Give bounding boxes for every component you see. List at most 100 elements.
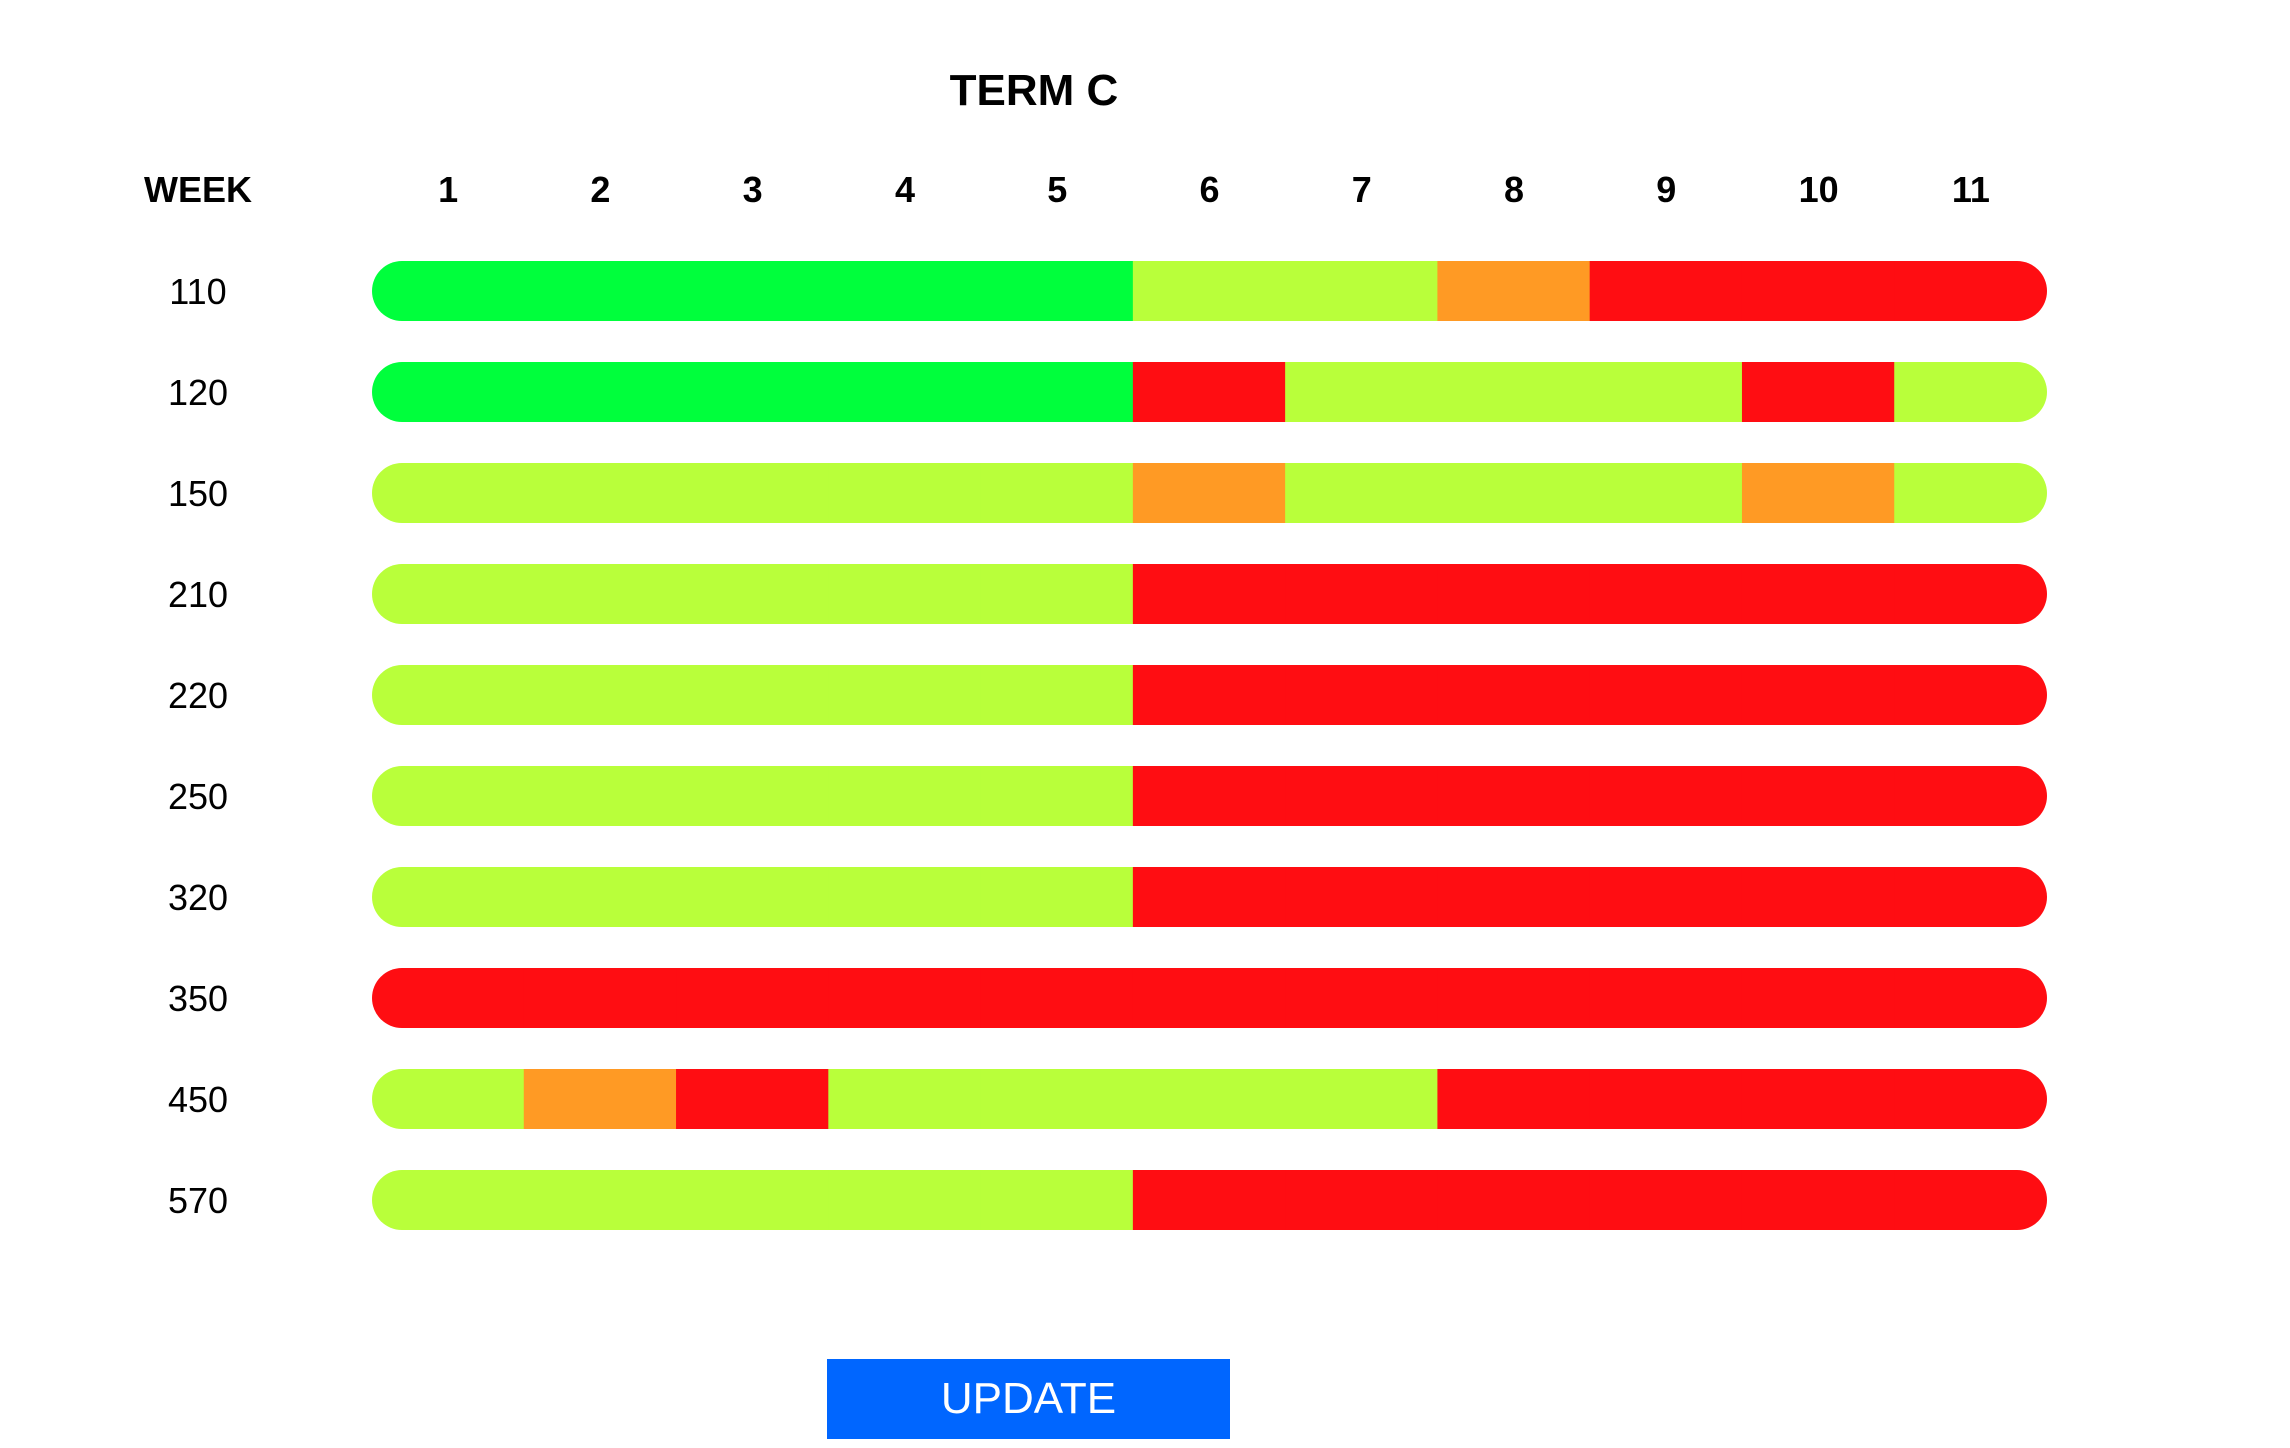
cell-120-week-7 [1285,362,1439,422]
cell-250-week-10 [1741,766,1896,826]
row-label-320: 320 [168,877,228,918]
cell-150-week-2 [523,463,678,523]
status-row-450 [372,1069,2047,1129]
cell-110-week-11 [1894,261,2047,321]
cell-320-week-8 [1437,867,1591,927]
cell-570-week-8 [1437,1170,1591,1230]
cell-220-week-8 [1437,665,1591,725]
cell-570-week-6 [1132,1170,1287,1230]
cell-320-week-4 [828,867,982,927]
cell-250-week-8 [1437,766,1591,826]
cell-450-week-7 [1285,1069,1439,1129]
status-row-120 [372,362,2047,422]
row-label-120: 120 [168,372,228,413]
cell-220-week-7 [1285,665,1439,725]
status-row-250 [372,766,2047,826]
cell-110-week-5 [980,261,1134,321]
cell-350-week-9 [1589,968,1743,1028]
cell-570-week-2 [523,1170,678,1230]
cell-350-week-3 [676,968,830,1028]
status-row-210 [372,564,2047,624]
cell-320-week-1 [372,867,525,927]
cell-450-week-6 [1132,1069,1287,1129]
cell-210-week-11 [1894,564,2047,624]
cell-250-week-1 [372,766,525,826]
cell-320-week-7 [1285,867,1439,927]
cell-210-week-1 [372,564,525,624]
cell-320-week-6 [1132,867,1287,927]
cell-220-week-4 [828,665,982,725]
cell-350-week-11 [1894,968,2047,1028]
cell-250-week-3 [676,766,830,826]
cell-210-week-6 [1132,564,1287,624]
cell-450-week-10 [1741,1069,1896,1129]
chart-title: TERM C [950,66,1119,115]
cell-220-week-10 [1741,665,1896,725]
cell-110-week-1 [372,261,525,321]
cell-150-week-4 [828,463,982,523]
cell-220-week-6 [1132,665,1287,725]
cell-350-week-6 [1132,968,1287,1028]
row-label-210: 210 [168,574,228,615]
cell-110-week-8 [1437,261,1591,321]
cell-570-week-5 [980,1170,1134,1230]
status-bars [372,261,2047,1230]
status-row-320 [372,867,2047,927]
cell-120-week-10 [1741,362,1896,422]
cell-450-week-1 [372,1069,525,1129]
cell-150-week-6 [1132,463,1287,523]
cell-450-week-5 [980,1069,1134,1129]
cell-120-week-3 [676,362,830,422]
cell-210-week-8 [1437,564,1591,624]
week-tick-6: 6 [1199,169,1219,210]
cell-450-week-8 [1437,1069,1591,1129]
cell-570-week-3 [676,1170,830,1230]
cell-120-week-1 [372,362,525,422]
week-tick-4: 4 [895,169,915,210]
row-label-110: 110 [169,271,226,312]
status-row-110 [372,261,2047,321]
cell-220-week-1 [372,665,525,725]
cell-110-week-2 [523,261,678,321]
row-label-150: 150 [168,473,228,514]
cell-450-week-4 [828,1069,982,1129]
cell-250-week-9 [1589,766,1743,826]
cell-150-week-8 [1437,463,1591,523]
row-labels: 110 120 150 210 220 250 320 350 450 570 [168,271,228,1221]
cell-350-week-4 [828,968,982,1028]
cell-150-week-10 [1741,463,1896,523]
cell-150-week-1 [372,463,525,523]
update-button[interactable]: UPDATE [827,1359,1230,1439]
row-label-570: 570 [168,1180,228,1221]
cell-110-week-9 [1589,261,1743,321]
cell-120-week-4 [828,362,982,422]
cell-110-week-10 [1741,261,1896,321]
week-tick-3: 3 [743,169,763,210]
cell-210-week-3 [676,564,830,624]
cell-450-week-2 [523,1069,678,1129]
status-row-220 [372,665,2047,725]
cell-110-week-6 [1132,261,1287,321]
status-row-350 [372,968,2047,1028]
cell-570-week-7 [1285,1170,1439,1230]
week-tick-5: 5 [1047,169,1067,210]
cell-120-week-2 [523,362,678,422]
cell-570-week-11 [1894,1170,2047,1230]
cell-150-week-9 [1589,463,1743,523]
cell-250-week-4 [828,766,982,826]
cell-320-week-10 [1741,867,1896,927]
cell-110-week-4 [828,261,982,321]
cell-320-week-3 [676,867,830,927]
cell-220-week-3 [676,665,830,725]
week-tick-11: 11 [1952,169,1990,210]
week-tick-10: 10 [1799,169,1839,210]
cell-220-week-11 [1894,665,2047,725]
status-row-150 [372,463,2047,523]
week-tick-8: 8 [1504,169,1524,210]
week-header: WEEK [144,169,252,210]
cell-250-week-2 [523,766,678,826]
cell-150-week-11 [1894,463,2047,523]
week-ticks: 1 2 3 4 5 6 7 8 9 10 11 [438,169,1990,210]
cell-210-week-4 [828,564,982,624]
